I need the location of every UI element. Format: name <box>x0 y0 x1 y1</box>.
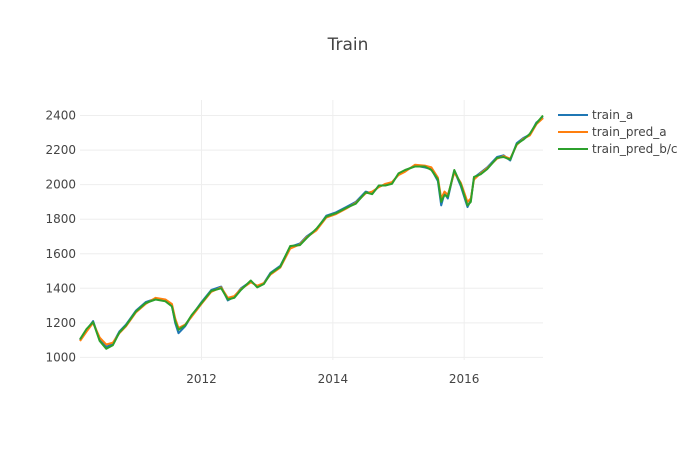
y-tick-label: 1800 <box>45 212 76 226</box>
legend-item[interactable]: train_pred_b/c <box>558 142 677 156</box>
y-tick-label: 2200 <box>45 143 76 157</box>
series-layer <box>79 114 544 350</box>
y-tick-label: 2400 <box>45 109 76 123</box>
legend-item[interactable]: train_pred_a <box>558 125 667 139</box>
x-tick-label: 2012 <box>186 372 217 386</box>
series-line-train-pred-b-c <box>79 114 544 350</box>
x-tick-label: 2016 <box>449 372 480 386</box>
legend-item[interactable]: train_a <box>558 108 633 122</box>
series-line-train-pred-a <box>79 117 544 346</box>
y-tick-label: 2000 <box>45 178 76 192</box>
y-tick-label: 1200 <box>45 316 76 330</box>
axis-layer: 1000 1200 1400 1600 1800 2000 2200 2400 2012 2014… <box>45 109 479 386</box>
y-tick-label: 1000 <box>45 350 76 364</box>
grid-layer <box>80 100 543 360</box>
y-tick-label: 1400 <box>45 281 76 295</box>
y-tick-label: 1600 <box>45 247 76 261</box>
legend-label: train_pred_b/c <box>592 142 677 156</box>
legend-label: train_pred_a <box>592 125 667 139</box>
chart-title: Train <box>327 35 369 55</box>
legend[interactable]: train_a train_pred_a train_pred_b/c <box>558 108 677 156</box>
x-tick-label: 2014 <box>318 372 349 386</box>
legend-label: train_a <box>592 108 633 122</box>
